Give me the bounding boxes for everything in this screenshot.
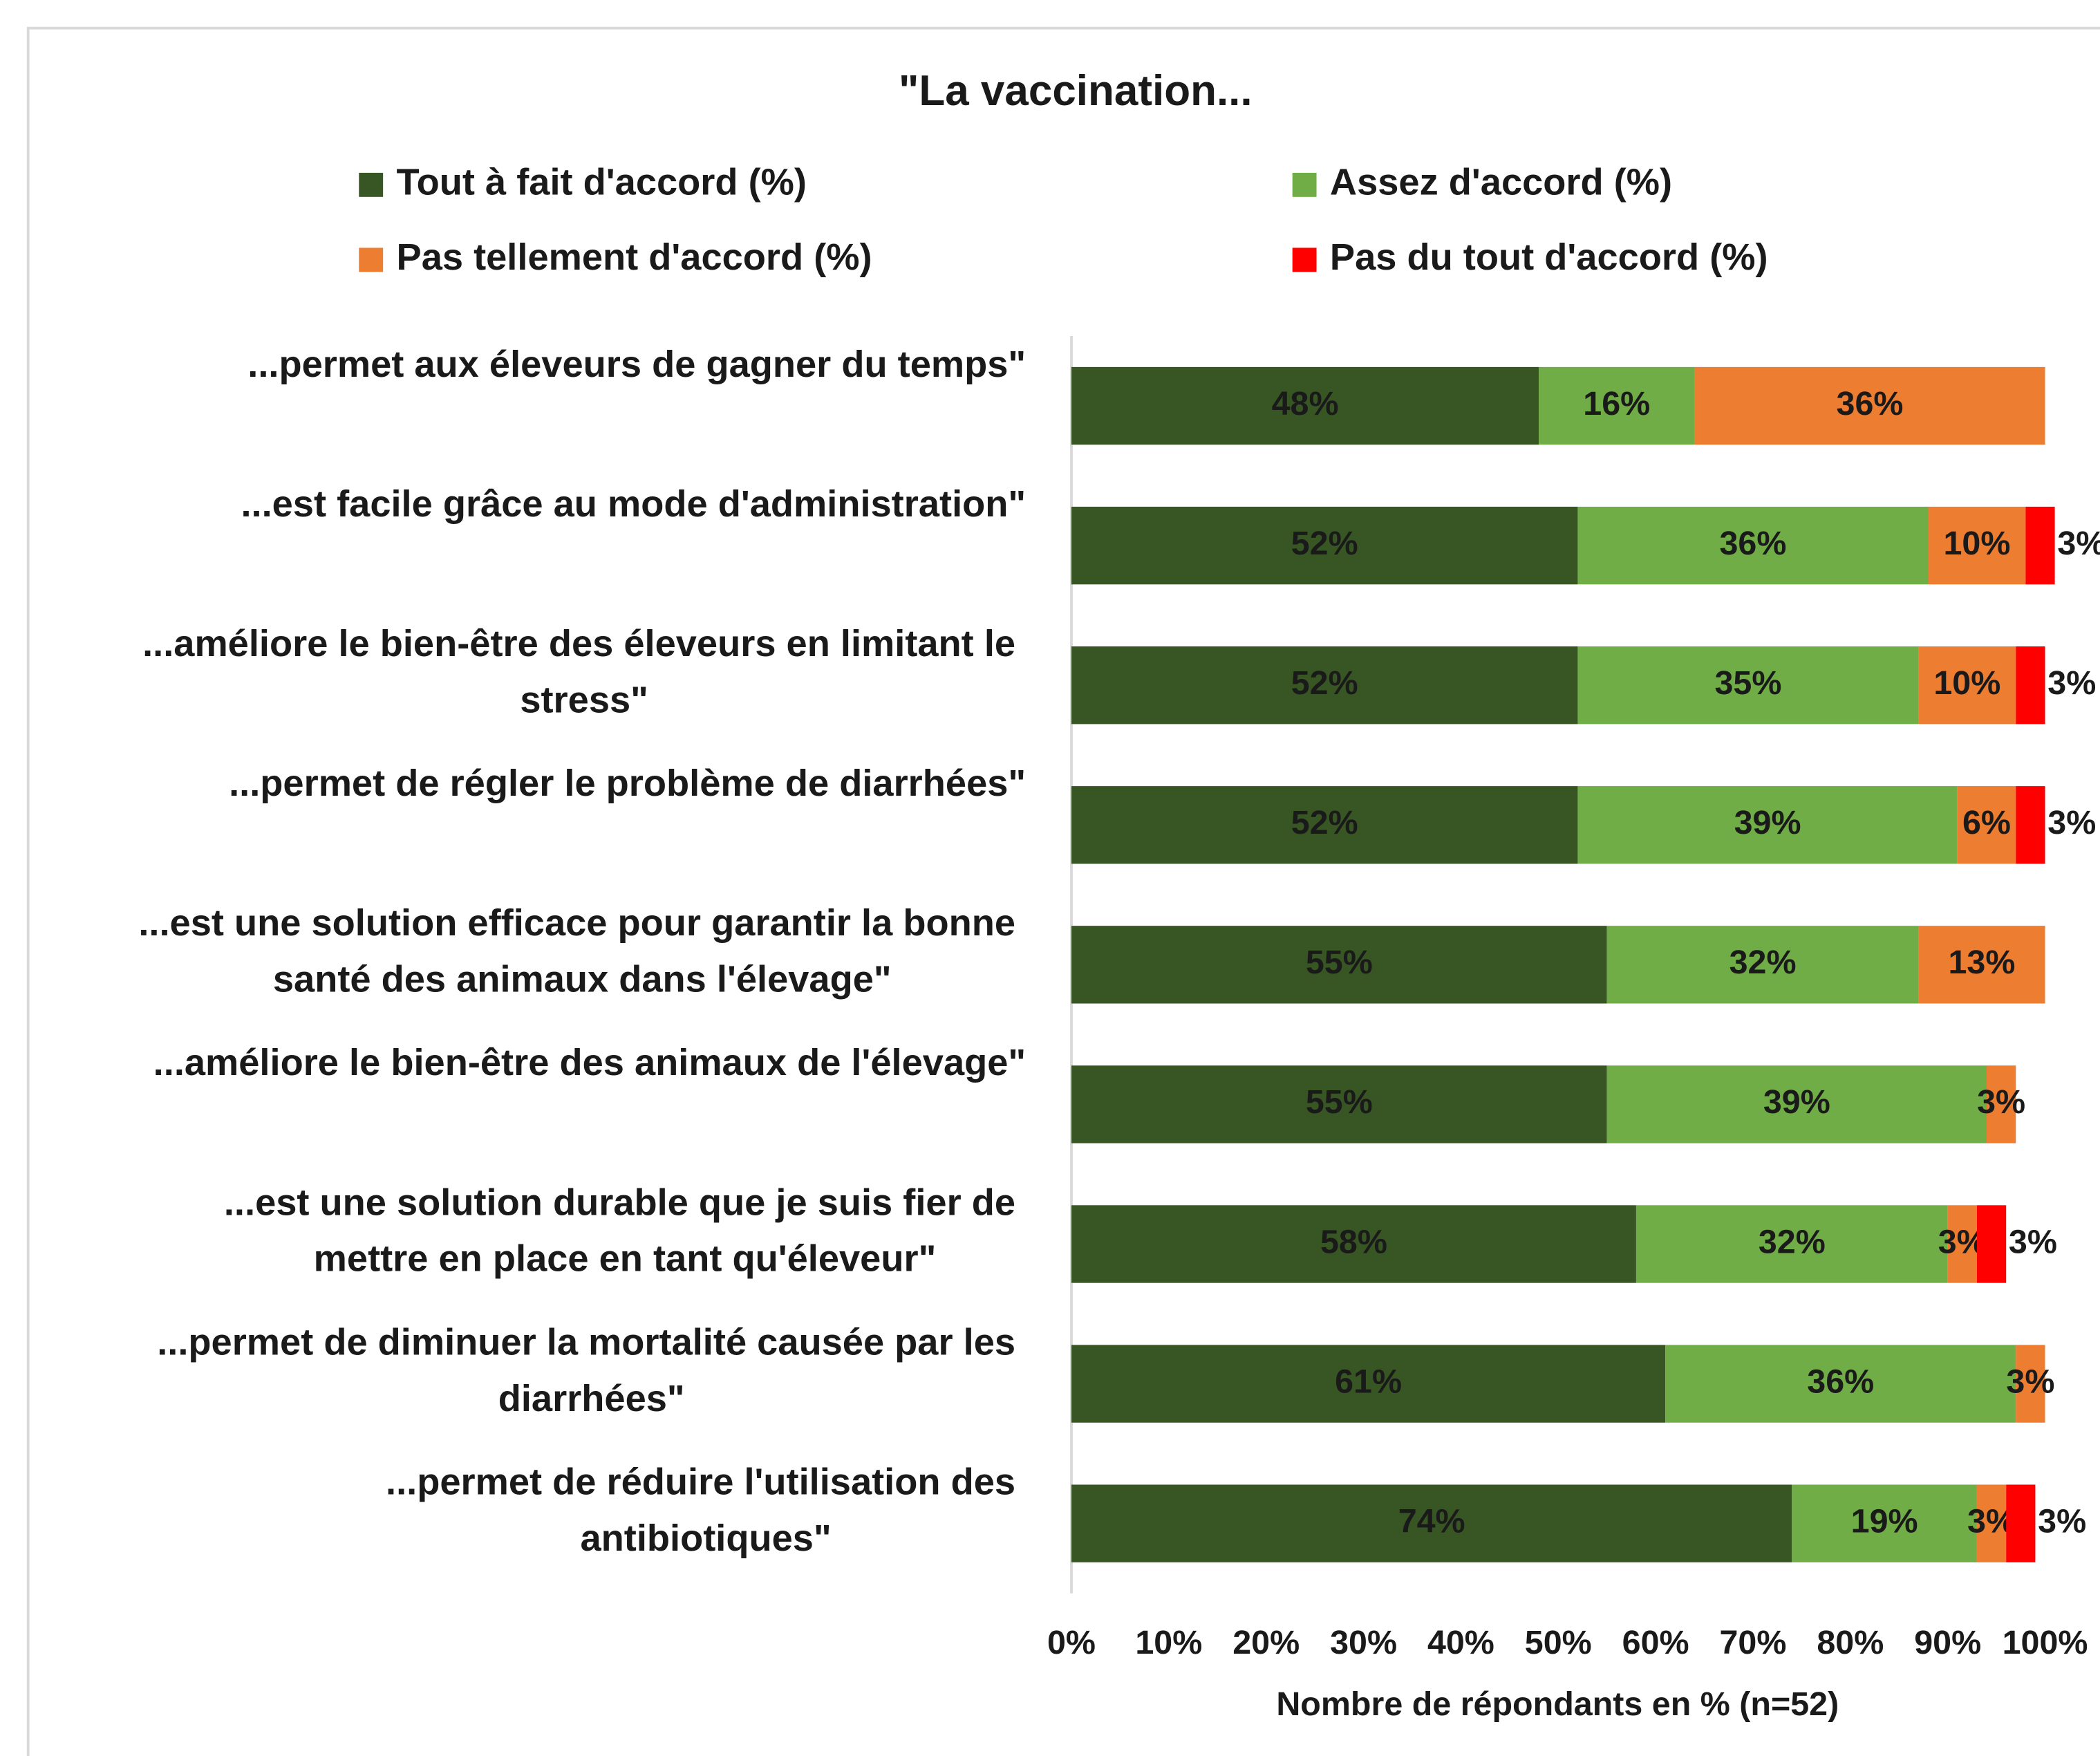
data-label: 39%: [1734, 804, 1801, 841]
data-label: 3%: [1977, 1083, 2025, 1121]
x-tick-label: 50%: [1525, 1624, 1592, 1661]
data-label: 10%: [1933, 664, 2000, 702]
bar-segment: [1792, 1484, 1977, 1562]
data-label: 3%: [2038, 1502, 2086, 1540]
data-label: 74%: [1398, 1502, 1465, 1540]
bar-segment: [1071, 646, 1578, 725]
data-label: 32%: [1729, 944, 1797, 981]
x-tick-label: 90%: [1914, 1624, 1981, 1661]
bar-segment: [1957, 786, 2016, 864]
bar-segment: [1947, 1205, 1977, 1283]
x-tick-label: 70%: [1720, 1624, 1787, 1661]
x-tick-label: 100%: [2003, 1624, 2088, 1661]
bar-segment: [1928, 506, 2026, 585]
y-tick-label: ...est une solution durable que je suis …: [224, 1182, 1026, 1280]
bar-segment: [1071, 1484, 1792, 1562]
bar-segment: [1071, 1205, 1636, 1283]
bar-segment: [1976, 1205, 2007, 1283]
legend-swatch: [1292, 172, 1317, 197]
x-tick-label: 0%: [1047, 1624, 1096, 1661]
bar-segment: [1071, 506, 1578, 585]
data-label: 3%: [2047, 804, 2096, 841]
bar-segment: [1918, 926, 2045, 1004]
data-label: 10%: [1943, 525, 2010, 562]
bar-segment: [1071, 926, 1607, 1004]
bar-segment: [1071, 366, 1539, 445]
legend-label: Pas tellement d'accord (%): [397, 236, 872, 278]
y-tick-label: ...est facile grâce au mode d'administra…: [241, 483, 1026, 525]
data-label: 61%: [1335, 1363, 1402, 1400]
bar-segment: [1665, 1345, 2016, 1423]
bar-segment: [1976, 1484, 2007, 1562]
y-tick-label: ...permet de réduire l'utilisation des a…: [386, 1461, 1026, 1559]
bar-segment: [1635, 1205, 1948, 1283]
legend-swatch: [359, 247, 384, 272]
bar-segment: [1577, 506, 1929, 585]
data-label: 32%: [1759, 1223, 1826, 1260]
bar-segment: [1918, 646, 2016, 725]
data-label: 3%: [2047, 664, 2096, 702]
bar-segment: [1694, 366, 2045, 445]
data-label: 3%: [2009, 1223, 2057, 1260]
data-label: 52%: [1291, 664, 1358, 702]
y-tick-label: ...permet de régler le problème de diarr…: [229, 763, 1026, 804]
bar-segment: [1071, 786, 1578, 864]
bar-segment: [1987, 1065, 2016, 1143]
x-tick-label: 80%: [1817, 1624, 1884, 1661]
data-label: 3%: [2057, 525, 2100, 562]
x-tick-label: 20%: [1232, 1624, 1300, 1661]
data-label: 6%: [1962, 804, 2011, 841]
data-label: 3%: [2006, 1363, 2054, 1400]
legend-swatch: [1292, 247, 1317, 272]
data-label: 55%: [1306, 944, 1373, 981]
bar-segment: [1606, 1065, 1987, 1143]
data-label: 58%: [1320, 1223, 1387, 1260]
y-tick-label: ...permet de diminuer la mortalité causé…: [157, 1322, 1026, 1419]
bar-segment: [1577, 646, 1919, 725]
legend-label: Assez d'accord (%): [1330, 162, 1672, 203]
data-label: 35%: [1714, 664, 1781, 702]
data-label: 36%: [1807, 1363, 1874, 1400]
x-tick-label: 40%: [1427, 1624, 1494, 1661]
y-tick-label: ...permet aux éleveurs de gagner du temp…: [247, 344, 1026, 385]
data-label: 13%: [1949, 944, 2016, 981]
bar-segment: [1606, 926, 1919, 1004]
bar-segment: [1539, 366, 1695, 445]
y-tick-label: ...améliore le bien-être des éleveurs en…: [142, 623, 1026, 720]
bar-segment: [2016, 1345, 2045, 1423]
bar-segment: [1577, 786, 1958, 864]
data-label: 19%: [1851, 1502, 1918, 1540]
bar-segment: [1071, 1345, 1666, 1423]
bar-segment: [2025, 506, 2055, 585]
x-tick-label: 10%: [1135, 1624, 1202, 1661]
x-tick-label: 30%: [1330, 1624, 1397, 1661]
x-axis-label: Nombre de répondants en % (n=52): [1276, 1685, 1839, 1723]
chart-frame: [26, 26, 2100, 1756]
bar-segment: [1071, 1065, 1607, 1143]
data-label: 52%: [1291, 525, 1358, 562]
data-label: 48%: [1272, 385, 1339, 422]
y-tick-label: ...est une solution efficace pour garant…: [138, 902, 1026, 1000]
data-label: 52%: [1291, 804, 1358, 841]
bar-segment: [2016, 786, 2045, 864]
legend-label: Pas du tout d'accord (%): [1330, 236, 1768, 278]
bar-segment: [2006, 1484, 2036, 1562]
data-label: 55%: [1306, 1083, 1373, 1121]
legend-label: Tout à fait d'accord (%): [397, 162, 807, 203]
bar-segment: [2016, 646, 2045, 725]
data-label: 16%: [1583, 385, 1650, 422]
y-tick-label: ...améliore le bien-être des animaux de …: [153, 1043, 1026, 1084]
legend-swatch: [359, 172, 384, 197]
chart-title: "La vaccination...: [899, 67, 1253, 115]
data-label: 39%: [1763, 1083, 1830, 1121]
data-label: 36%: [1720, 525, 1787, 562]
x-tick-label: 60%: [1622, 1624, 1689, 1661]
data-label: 36%: [1837, 385, 1904, 422]
